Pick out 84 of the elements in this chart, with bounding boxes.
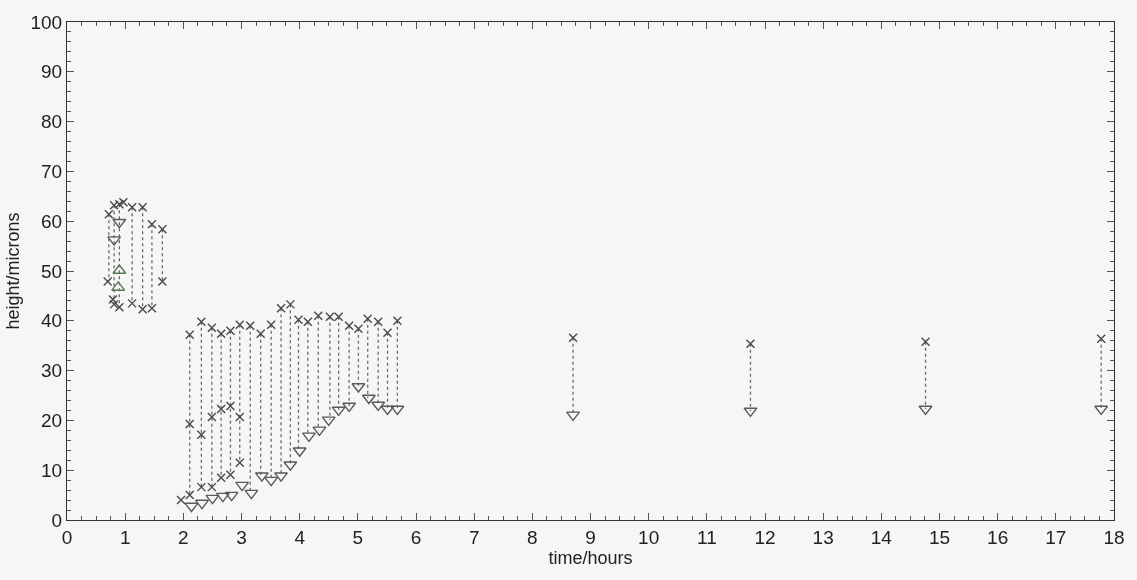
x-tick-label: 17 (1045, 526, 1067, 548)
point (264, 476, 279, 487)
y-tick-label: 50 (40, 260, 63, 282)
x-tick-label: 8 (527, 526, 538, 548)
point (363, 314, 373, 324)
point (157, 276, 168, 287)
point (147, 219, 157, 229)
y-tick-label: 70 (40, 161, 63, 183)
x-tick-label: 3 (236, 526, 247, 548)
point (196, 317, 207, 327)
y-tick-label: 60 (40, 210, 63, 232)
point (331, 406, 346, 417)
point (745, 339, 756, 349)
point (361, 394, 376, 405)
y-tick-label: 90 (40, 61, 63, 83)
point (568, 333, 578, 343)
point (235, 458, 245, 468)
point (176, 495, 186, 505)
point (285, 299, 296, 310)
point (392, 316, 403, 326)
point (743, 407, 758, 418)
point (380, 405, 395, 416)
point (194, 499, 209, 510)
point (184, 502, 199, 513)
x-tick-label: 9 (585, 526, 596, 548)
point (127, 298, 137, 309)
point (103, 276, 113, 287)
y-tick-label: 80 (40, 111, 63, 133)
x-tick-label: 11 (696, 526, 717, 548)
point (207, 412, 217, 422)
y-tick-label: 10 (40, 459, 63, 481)
point (276, 303, 286, 314)
x-tick-label: 2 (178, 526, 189, 548)
point (109, 299, 119, 310)
point (373, 317, 383, 327)
point (256, 329, 266, 339)
point (321, 416, 336, 427)
x-tick-label: 1 (119, 526, 131, 548)
point (371, 401, 386, 412)
point (235, 412, 245, 422)
point (235, 481, 250, 492)
point (390, 405, 405, 416)
point (108, 294, 118, 305)
point (918, 405, 933, 416)
x-tick-label: 7 (468, 526, 480, 548)
x-tick-label: 13 (812, 526, 834, 548)
y-tick-label: 30 (40, 360, 63, 382)
x-tick-label: 18 (1103, 526, 1125, 548)
point (342, 402, 357, 413)
y-tick-label: 20 (40, 410, 63, 432)
x-axis-title: time/hours (548, 548, 633, 568)
point (196, 430, 207, 440)
x-tick-label: 10 (638, 526, 660, 548)
point (313, 311, 323, 321)
point (1096, 334, 1106, 344)
point (382, 328, 393, 338)
y-tick-label: 100 (30, 11, 63, 33)
point (114, 302, 125, 313)
x-tick-label: 14 (870, 526, 893, 548)
point (266, 320, 276, 330)
point (185, 419, 195, 429)
point (205, 494, 220, 505)
point (185, 490, 195, 500)
point (920, 337, 931, 347)
point (1094, 405, 1109, 416)
point (104, 209, 114, 219)
y-tick-label: 40 (40, 310, 63, 332)
point (207, 323, 217, 333)
point (566, 411, 581, 422)
point (312, 426, 327, 437)
x-tick-label: 16 (987, 526, 1009, 548)
y-axis-title: height/microns (2, 212, 23, 330)
y-tick-label: 0 (51, 509, 63, 531)
point (157, 224, 168, 234)
point (112, 218, 127, 229)
x-tick-label: 15 (928, 526, 951, 548)
x-tick-label: 12 (754, 526, 776, 548)
point (215, 492, 230, 503)
point (244, 489, 259, 500)
point (224, 491, 239, 502)
point (185, 330, 195, 340)
x-tick-label: 4 (294, 526, 306, 548)
x-tick-label: 5 (352, 526, 364, 548)
x-tick-label: 6 (410, 526, 422, 548)
